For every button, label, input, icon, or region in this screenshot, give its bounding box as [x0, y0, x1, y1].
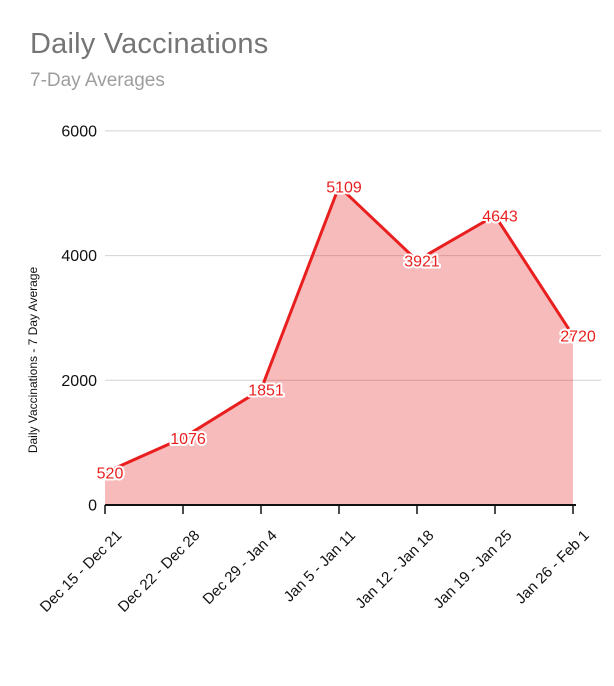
- data-label: 3921: [404, 254, 440, 271]
- data-label: 4643: [482, 209, 518, 226]
- data-label: 1076: [170, 431, 206, 448]
- y-tick-label: 0: [88, 498, 97, 515]
- area-fill: [105, 186, 573, 505]
- data-label: 1851: [248, 383, 284, 400]
- y-tick-label: 6000: [61, 123, 97, 140]
- data-label: 5109: [326, 179, 362, 196]
- y-tick-label: 2000: [61, 373, 97, 390]
- data-label: 520: [97, 466, 124, 483]
- y-tick-label: 4000: [61, 248, 97, 265]
- series-line: [104, 183, 575, 474]
- data-label: 2720: [560, 328, 596, 345]
- chart-subtitle: 7-Day Averages: [30, 70, 165, 91]
- chart-title: Daily Vaccinations: [30, 28, 269, 60]
